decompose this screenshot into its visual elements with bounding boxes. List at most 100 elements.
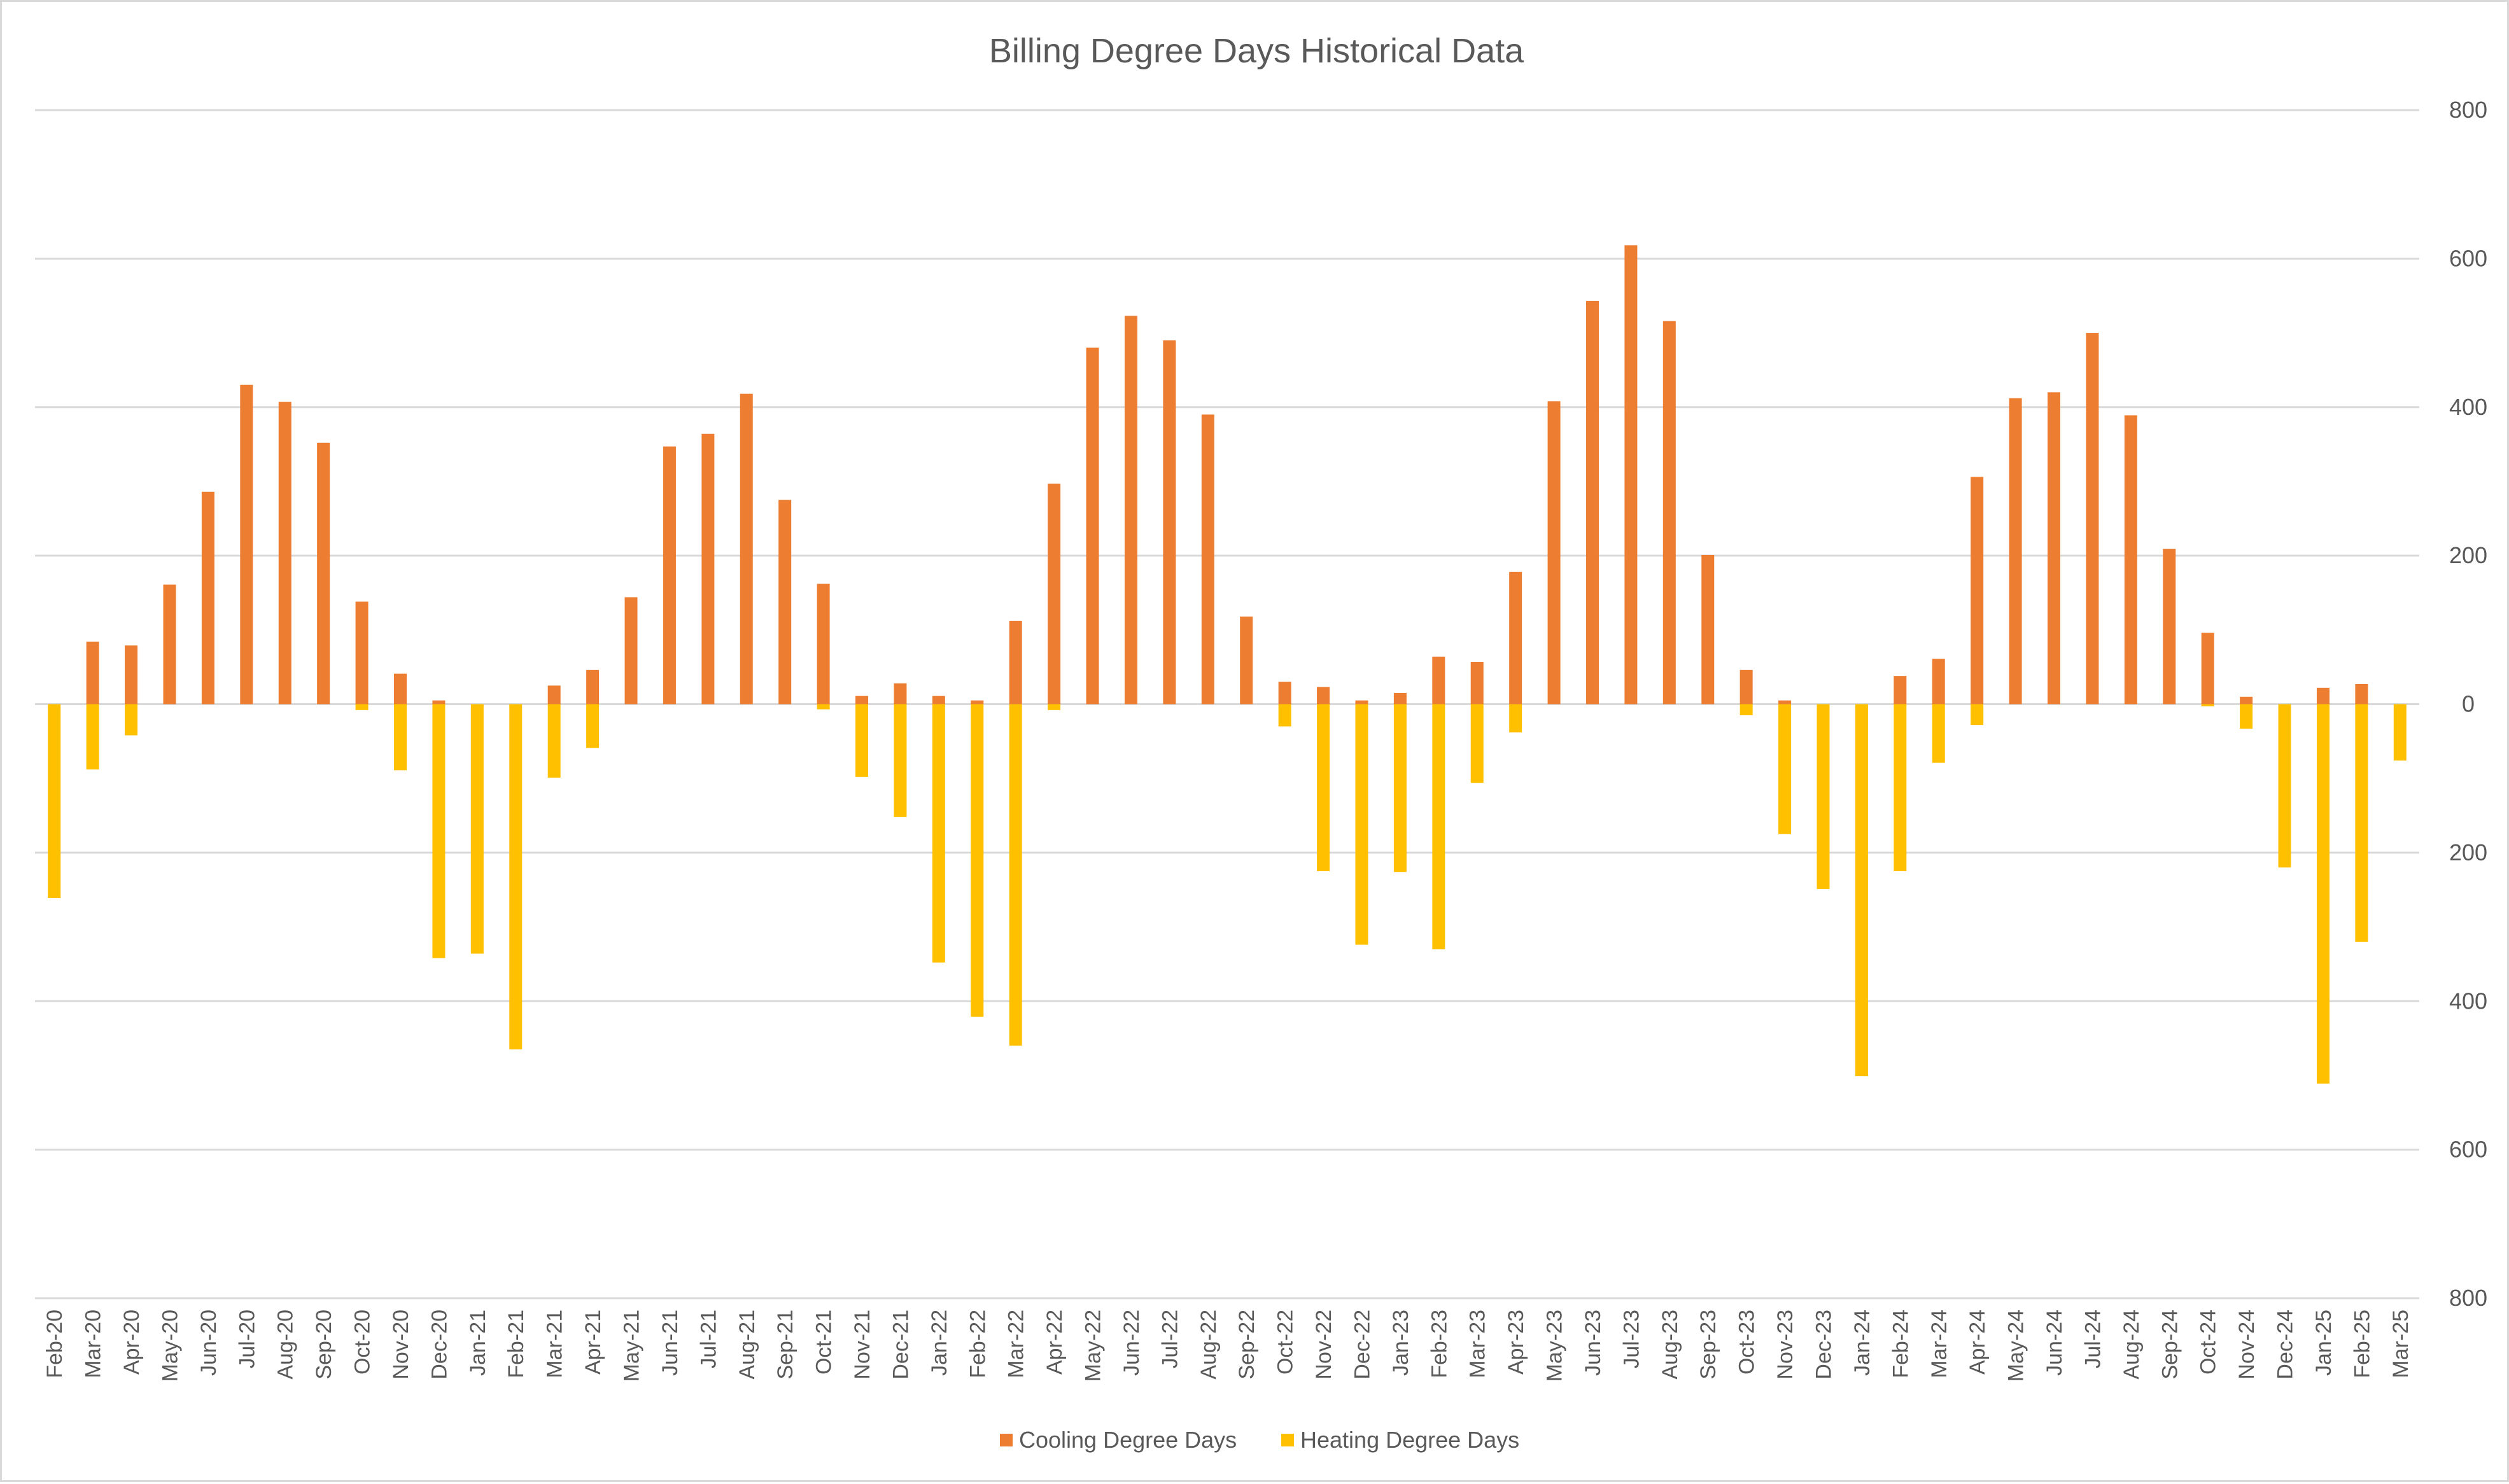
x-tick-label: Jul-20 <box>235 1310 259 1369</box>
x-tick-label: May-23 <box>1543 1310 1567 1382</box>
cooling-bar <box>2086 333 2099 704</box>
x-tick-label: Sep-21 <box>773 1310 798 1380</box>
cooling-bar <box>317 442 330 704</box>
x-tick-label: Jan-25 <box>2312 1310 2336 1376</box>
cooling-bar <box>1163 340 1176 704</box>
x-tick-label: Apr-21 <box>581 1310 605 1375</box>
heating-bar <box>470 704 484 954</box>
x-tick-label: Nov-20 <box>389 1310 413 1380</box>
heating-bar <box>2201 704 2214 707</box>
heating-bar <box>509 704 523 1050</box>
cooling-bar <box>2240 696 2253 704</box>
x-tick-label: Dec-20 <box>427 1310 451 1380</box>
heating-bar <box>1278 704 1291 727</box>
heating-bar <box>48 704 61 899</box>
heating-bar <box>932 704 945 963</box>
x-tick-label: Feb-22 <box>966 1310 990 1378</box>
x-tick-label: Nov-23 <box>1773 1310 1797 1380</box>
cooling-bar <box>163 584 176 704</box>
x-tick-label: Dec-24 <box>2274 1310 2298 1380</box>
heating-bar <box>125 704 138 736</box>
x-axis-tick-labels: Feb-20 Mar-20 Apr-20 May-20 Jun-20 Jul-20 Aug-… <box>43 1310 2413 1382</box>
cooling-bar <box>586 669 600 704</box>
x-tick-label: Mar-20 <box>81 1310 106 1378</box>
cooling-bar <box>1393 692 1407 704</box>
cooling-bar <box>624 597 638 704</box>
x-tick-label: Dec-21 <box>889 1310 913 1380</box>
x-tick-label: Apr-23 <box>1504 1310 1528 1375</box>
x-tick-label: Jul-24 <box>2081 1310 2105 1369</box>
x-tick-label: Apr-24 <box>1965 1310 1990 1375</box>
heating-bar <box>1971 704 1984 725</box>
x-tick-label: Oct-24 <box>2196 1310 2221 1375</box>
heating-bar <box>1932 704 1945 763</box>
x-tick-label: Sep-22 <box>1235 1310 1259 1380</box>
y-tick-label: 800 <box>2449 1285 2487 1311</box>
y-tick-label: 400 <box>2449 394 2487 420</box>
x-tick-label: Jul-22 <box>1158 1310 1182 1369</box>
x-tick-label: Mar-23 <box>1466 1310 1490 1378</box>
cooling-bar <box>1432 656 1445 704</box>
x-tick-label: Jun-23 <box>1581 1310 1605 1376</box>
cooling-bar <box>2163 549 2176 704</box>
cooling-bar <box>125 645 138 704</box>
cooling-bar <box>1317 687 1330 704</box>
cooling-bar <box>855 696 869 704</box>
cooling-bar <box>547 685 561 704</box>
chart-title: Billing Degree Days Historical Data <box>989 32 1524 70</box>
legend: Cooling Degree Days Heating Degree Days <box>1000 1427 1519 1453</box>
legend-swatch-heating <box>1281 1434 1294 1446</box>
heating-bar <box>1048 704 1061 710</box>
x-tick-label: Oct-21 <box>812 1310 836 1375</box>
cooling-bar <box>1585 300 1599 704</box>
cooling-bar <box>1470 661 1484 704</box>
cooling-bar <box>2201 633 2214 704</box>
cooling-bar <box>432 700 446 704</box>
x-tick-label: Aug-22 <box>1197 1310 1221 1380</box>
gridlines <box>35 109 2419 1299</box>
cooling-bar <box>1048 483 1061 704</box>
x-tick-label: Feb-25 <box>2350 1310 2374 1378</box>
x-tick-label: May-20 <box>158 1310 182 1382</box>
x-tick-label: May-21 <box>620 1310 644 1382</box>
x-tick-label: Mar-21 <box>543 1310 567 1378</box>
heating-bar <box>1509 704 1522 732</box>
heating-bar <box>2240 704 2253 729</box>
y-tick-label: 600 <box>2449 1137 2487 1163</box>
cooling-bar <box>932 696 945 704</box>
y-tick-label: 400 <box>2449 988 2487 1014</box>
cooling-bar <box>2124 415 2137 704</box>
legend-label-heating: Heating Degree Days <box>1300 1427 1519 1453</box>
x-tick-label: Oct-23 <box>1735 1310 1759 1375</box>
cooling-bar <box>1547 401 1561 704</box>
x-tick-label: Nov-22 <box>1312 1310 1336 1380</box>
x-tick-label: Dec-23 <box>1812 1310 1836 1380</box>
y-axis-tick-labels: 800 600 400 200 0 200 400 600 800 <box>2449 97 2487 1311</box>
x-tick-label: Sep-23 <box>1696 1310 1720 1380</box>
heating-bar <box>1393 704 1407 872</box>
heating-bar <box>355 704 369 710</box>
y-tick-label: 800 <box>2449 97 2487 123</box>
y-tick-label: 0 <box>2462 691 2475 717</box>
cooling-bar <box>1086 347 1099 704</box>
y-tick-label: 200 <box>2449 839 2487 865</box>
cooling-bar <box>1124 316 1137 704</box>
x-tick-label: Jan-21 <box>466 1310 490 1376</box>
x-tick-label: Nov-21 <box>850 1310 875 1380</box>
x-tick-label: Sep-20 <box>312 1310 336 1380</box>
heating-bar <box>1355 704 1368 945</box>
x-tick-label: Apr-20 <box>120 1310 144 1375</box>
x-tick-label: May-24 <box>2004 1310 2028 1382</box>
heating-bar <box>1778 704 1792 834</box>
heating-bar <box>2393 704 2407 761</box>
cooling-bar <box>201 491 214 704</box>
heating-bar <box>586 704 600 748</box>
cooling-bar <box>740 393 753 704</box>
heating-bar <box>855 704 869 777</box>
cooling-bar <box>2009 398 2022 704</box>
cooling-bar <box>971 700 984 704</box>
x-tick-label: Aug-20 <box>274 1310 298 1380</box>
cooling-bar <box>1701 554 1715 704</box>
x-tick-label: Jul-23 <box>1619 1310 1643 1369</box>
